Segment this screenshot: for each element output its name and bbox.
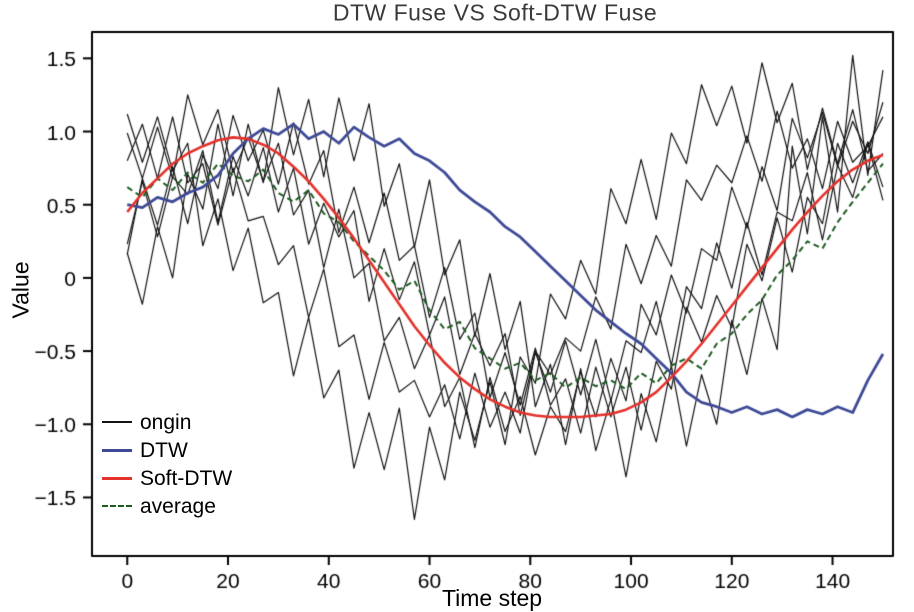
legend-label: ongin xyxy=(140,410,192,434)
y-axis-label: Value xyxy=(7,261,34,319)
legend-item-average: average xyxy=(102,492,232,520)
legend-label: DTW xyxy=(140,438,188,462)
legend-item-ongin: ongin xyxy=(102,408,232,436)
chart-legend: ongin DTW Soft-DTW average xyxy=(102,408,232,520)
legend-label: average xyxy=(140,494,216,518)
legend-line-sample xyxy=(102,448,132,452)
x-axis-label: Time step xyxy=(441,585,543,611)
legend-label: Soft-DTW xyxy=(140,466,233,490)
legend-line-sample xyxy=(102,421,132,423)
chart-title: DTW Fuse VS Soft-DTW Fuse xyxy=(332,0,658,26)
legend-item-dtw: DTW xyxy=(102,436,232,464)
legend-item-soft-dtw: Soft-DTW xyxy=(102,464,232,492)
legend-line-sample xyxy=(102,476,132,480)
legend-line-sample xyxy=(102,505,132,507)
